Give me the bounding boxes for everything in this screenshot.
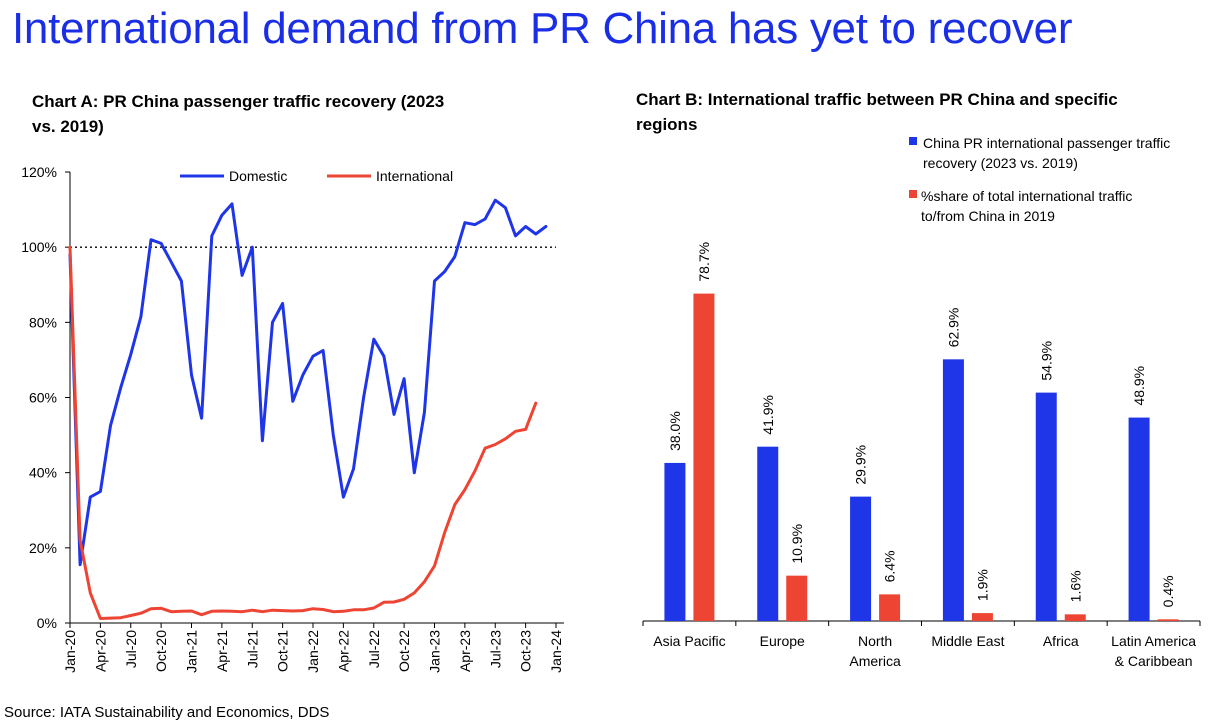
chart-a-x-tick-label: Jan-21 <box>184 630 200 673</box>
chart-b-bar-share <box>971 613 993 621</box>
chart-b-category-label: Europe <box>760 633 805 649</box>
chart-a-x-tick-label: Oct-20 <box>153 630 169 672</box>
page-title: International demand from PR China has y… <box>12 4 1073 53</box>
chart-a-x-tick-label: Jan-22 <box>305 630 321 673</box>
chart-a-x-tick-label: Jan-20 <box>62 630 78 673</box>
chart-a-legend-international-label: International <box>376 168 453 184</box>
chart-b-legend-label: to/from China in 2019 <box>921 208 1055 224</box>
chart-b-data-label: 6.4% <box>882 550 898 582</box>
chart-b-bar-recovery <box>942 359 964 621</box>
chart-b-category-label: & Caribbean <box>1115 653 1193 669</box>
chart-a-y-tick-label: 100% <box>21 239 57 255</box>
chart-a-y-tick-label: 80% <box>29 314 57 330</box>
source-note: Source: IATA Sustainability and Economic… <box>4 704 330 721</box>
chart-a-x-tick-label: Oct-22 <box>396 630 412 672</box>
chart-a-x-tick-label: Jul-21 <box>244 630 260 668</box>
chart-b-legend-label: China PR international passenger traffic <box>923 135 1170 151</box>
chart-a-x-tick-label: Jan-23 <box>427 630 443 673</box>
chart-b-bar-recovery <box>850 496 872 621</box>
chart-b-bar-share <box>693 293 715 621</box>
chart-b-data-label: 54.9% <box>1038 341 1054 381</box>
chart-a-x-tick-label: Jul-23 <box>487 630 503 668</box>
chart-b-bar-recovery <box>1035 392 1057 621</box>
chart-b-bar-recovery <box>757 446 779 621</box>
chart-b-category-label: America <box>849 653 901 669</box>
chart-a-series-domestic-line <box>68 198 548 567</box>
chart-a-x-tick-label: Jan-24 <box>548 630 564 673</box>
chart-b-category-label: Latin America <box>1111 633 1196 649</box>
chart-b-data-label: 10.9% <box>789 524 805 564</box>
chart-b-category-label: Africa <box>1043 633 1079 649</box>
chart-b-bar-share <box>786 575 808 621</box>
chart-b-legend-swatch-recovery <box>909 137 917 145</box>
chart-b-title: Chart B: International traffic between P… <box>636 90 1118 134</box>
chart-a-x-tick-label: Jul-20 <box>123 630 139 668</box>
chart-b-data-label: 29.9% <box>853 445 869 485</box>
chart-b-category-label: Middle East <box>931 633 1004 649</box>
chart-b-bar-share <box>1064 614 1086 621</box>
chart-b-data-label: 38.0% <box>667 411 683 451</box>
chart-b-data-label: 48.9% <box>1131 366 1147 406</box>
chart-a-x-tick-label: Oct-21 <box>275 630 291 672</box>
chart-b-category-label: Asia Pacific <box>653 633 725 649</box>
chart-a-legend-domestic-label: Domestic <box>229 168 287 184</box>
chart-b: 38.0% 78.7% Asia Pacific 41.9% 10.9% Europe 29… <box>642 135 1201 669</box>
chart-b-legend-label: %share of total international traffic <box>921 188 1132 204</box>
chart-b-bar-share <box>1157 619 1179 621</box>
chart-a-x-tick-label: Apr-20 <box>92 630 108 672</box>
chart-a-x-tick-label: Apr-22 <box>335 630 351 672</box>
chart-b-data-label: 1.9% <box>974 569 990 601</box>
chart-b-bar-share <box>879 594 901 621</box>
chart-a-y-tick-label: 40% <box>29 465 57 481</box>
chart-a-series-international-line <box>68 245 538 620</box>
chart-a-y-tick-label: 20% <box>29 540 57 556</box>
chart-b-legend-swatch-share <box>909 190 917 198</box>
chart-a-x-tick-label: Apr-21 <box>214 630 230 672</box>
chart-a-x-tick-label: Jul-22 <box>366 630 382 668</box>
chart-a: 0% 20% 40% 60% 80% 100% 120% Jan-20 Apr-20 Jul-20… <box>21 164 564 673</box>
chart-a-x-tick-label: Apr-23 <box>457 630 473 672</box>
chart-a-title: Chart A: PR China passenger traffic reco… <box>32 92 445 136</box>
chart-b-data-label: 41.9% <box>760 395 776 435</box>
chart-b-category-label: North <box>858 633 892 649</box>
chart-b-data-label: 0.4% <box>1160 575 1176 607</box>
chart-a-y-tick-label: 60% <box>29 390 57 406</box>
chart-b-data-label: 62.9% <box>945 308 961 348</box>
chart-a-x-tick-label: Oct-23 <box>518 630 534 672</box>
chart-b-data-label: 1.6% <box>1067 570 1083 602</box>
chart-b-legend-label: recovery (2023 vs. 2019) <box>923 155 1078 171</box>
chart-a-y-tick-label: 120% <box>21 164 57 180</box>
chart-a-y-tick-label: 0% <box>37 615 57 631</box>
chart-b-bar-recovery <box>664 462 686 621</box>
chart-b-data-label: 78.7% <box>696 242 712 282</box>
chart-b-bar-recovery <box>1128 417 1150 621</box>
